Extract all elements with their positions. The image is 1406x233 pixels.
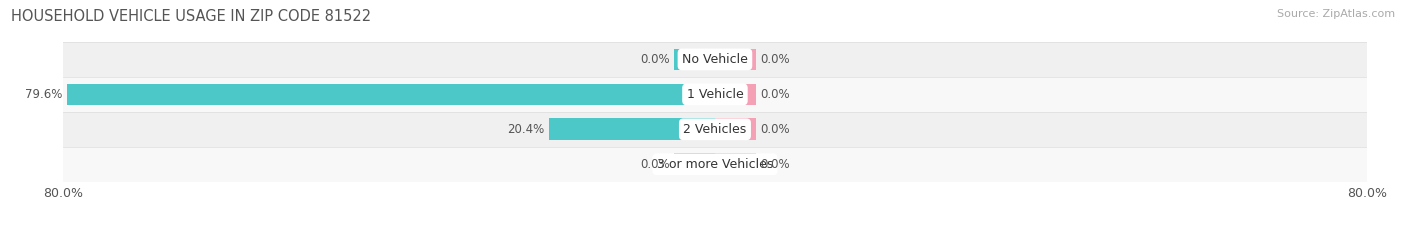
- Text: 3 or more Vehicles: 3 or more Vehicles: [657, 158, 773, 171]
- Text: Source: ZipAtlas.com: Source: ZipAtlas.com: [1277, 9, 1395, 19]
- Legend: Owner-occupied, Renter-occupied: Owner-occupied, Renter-occupied: [575, 229, 855, 233]
- Text: 0.0%: 0.0%: [641, 158, 671, 171]
- Text: No Vehicle: No Vehicle: [682, 53, 748, 66]
- Bar: [63, 42, 1367, 77]
- Text: 0.0%: 0.0%: [759, 88, 789, 101]
- Bar: [63, 147, 1367, 182]
- Text: 0.0%: 0.0%: [641, 53, 671, 66]
- Text: HOUSEHOLD VEHICLE USAGE IN ZIP CODE 81522: HOUSEHOLD VEHICLE USAGE IN ZIP CODE 8152…: [11, 9, 371, 24]
- Text: 0.0%: 0.0%: [759, 123, 789, 136]
- Bar: [716, 49, 755, 70]
- Bar: [63, 112, 1367, 147]
- Text: 20.4%: 20.4%: [508, 123, 544, 136]
- Bar: [716, 118, 755, 140]
- Bar: [63, 77, 1367, 112]
- Bar: [716, 153, 755, 175]
- Bar: [716, 83, 755, 105]
- Bar: [548, 118, 716, 140]
- Bar: [66, 83, 716, 105]
- Text: 1 Vehicle: 1 Vehicle: [686, 88, 744, 101]
- Text: 79.6%: 79.6%: [25, 88, 62, 101]
- Text: 0.0%: 0.0%: [759, 53, 789, 66]
- Text: 2 Vehicles: 2 Vehicles: [683, 123, 747, 136]
- Bar: [675, 153, 716, 175]
- Text: 0.0%: 0.0%: [759, 158, 789, 171]
- Bar: [675, 49, 716, 70]
